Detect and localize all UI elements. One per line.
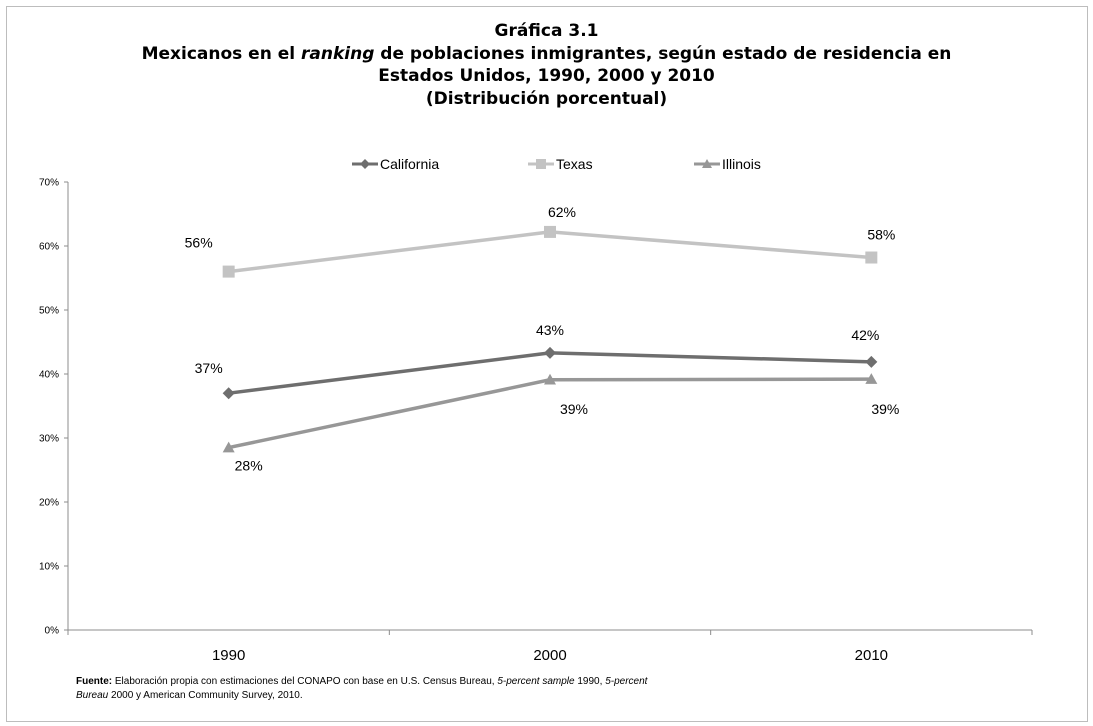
title-line-2: Mexicanos en el ranking de poblaciones i…: [0, 43, 1093, 66]
y-tick-label: 10%: [39, 562, 59, 573]
data-label-california: 43%: [536, 322, 564, 338]
y-tick-label: 60%: [39, 242, 59, 253]
data-point-illinois: [865, 373, 878, 384]
data-point-california: [865, 355, 878, 368]
y-tick-label: 30%: [39, 434, 59, 445]
data-label-texas: 56%: [185, 235, 213, 251]
legend-item-california: California: [352, 156, 439, 172]
chart-title: Gráfica 3.1 Mexicanos en el ranking de p…: [0, 20, 1093, 110]
data-label-california: 42%: [851, 327, 879, 343]
footnote-source-label: Fuente:: [76, 676, 113, 687]
footnote-text-2: 1990,: [574, 676, 606, 687]
title-line-2-italic: ranking: [301, 43, 375, 64]
title-line-2-prefix: Mexicanos en el: [141, 43, 302, 64]
legend-label: Illinois: [722, 156, 761, 172]
y-tick-label: 0%: [45, 626, 60, 637]
y-tick-label: 50%: [39, 306, 59, 317]
chart-frame: [6, 6, 1088, 722]
title-line-3: Estados Unidos, 1990, 2000 y 2010: [378, 66, 715, 86]
x-tick-label: 2010: [855, 647, 888, 664]
legend-marker-texas: [536, 159, 546, 169]
data-point-illinois: [544, 373, 556, 385]
footnote-text-3: 2000 y American Community Survey, 2010.: [108, 690, 303, 701]
data-point-texas: [544, 225, 556, 238]
footnote-text-1: Elaboración propia con estimaciones del …: [112, 676, 498, 687]
data-point-california: [222, 387, 235, 400]
footnote-italic-2: 5-percent: [605, 676, 648, 687]
legend-marker-california: [360, 159, 370, 169]
x-tick-label: 1990: [212, 647, 245, 664]
series-line-illinois: [228, 377, 872, 450]
series-layer: 37% 43% 42% 56% 62% 58% 28% 39% 39%: [185, 204, 900, 474]
series-illinois: 28% 39% 39%: [222, 373, 899, 474]
series-line-california: [228, 351, 872, 395]
data-label-california: 37%: [195, 360, 223, 376]
data-point-texas: [865, 251, 878, 264]
footnote-italic-1: 5-percent sample: [497, 676, 575, 687]
title-line-4: (Distribución porcentual): [425, 88, 668, 109]
y-tick-label: 70%: [39, 178, 59, 189]
series-texas: 56% 62% 58%: [185, 204, 895, 278]
data-label-illinois: 39%: [560, 401, 588, 417]
y-tick-label: 40%: [39, 370, 59, 381]
legend-item-texas: Texas: [528, 156, 593, 172]
legend-label: Texas: [556, 156, 593, 172]
x-tick-label: 2000: [533, 647, 566, 664]
legend-item-illinois: Illinois: [694, 156, 761, 172]
legend-label: California: [380, 156, 439, 172]
data-label-texas: 58%: [867, 227, 895, 243]
data-label-illinois: 39%: [871, 401, 899, 417]
legend-marker-illinois: [702, 159, 712, 168]
data-point-california: [544, 346, 556, 359]
series-california: 37% 43% 42%: [195, 322, 879, 400]
axes: 0% 10% 20% 30% 40% 50% 60% 70% 1990 2000 2010: [39, 178, 1033, 664]
title-line-1: Gráfica 3.1: [494, 21, 599, 41]
data-point-illinois: [222, 441, 235, 453]
footnote-italic-3: Bureau: [76, 690, 109, 701]
data-label-illinois: 28%: [235, 458, 263, 474]
data-label-texas: 62%: [548, 204, 576, 220]
footnote: Fuente: Elaboración propia con estimacio…: [76, 675, 976, 703]
data-point-texas: [222, 265, 235, 278]
title-line-2-suffix: de poblaciones inmigrantes, según estado…: [374, 43, 952, 64]
y-tick-label: 20%: [39, 498, 59, 509]
legend: California Texas Illinois: [352, 156, 761, 172]
